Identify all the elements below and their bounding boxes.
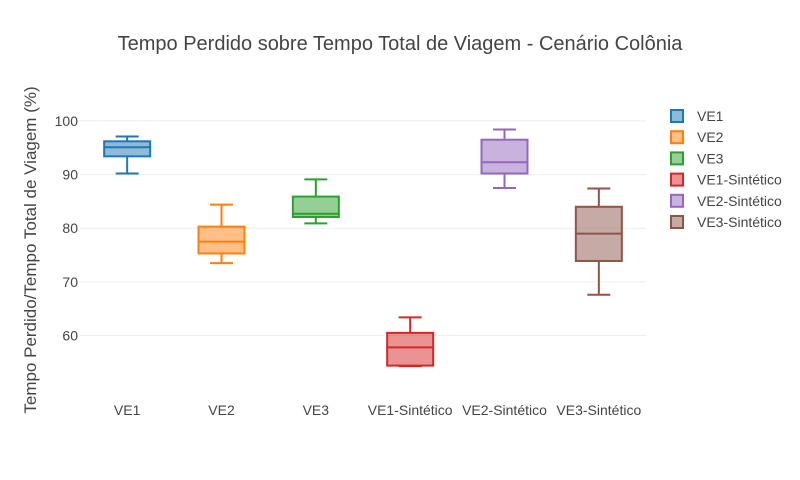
x-tick-label: VE2-Sintético (462, 402, 547, 418)
legend[interactable]: VE1 VE2 VE3 VE1-Sintético VE2-Sintético VE3-S… (670, 108, 782, 230)
interquartile-box (386, 331, 435, 367)
legend-label: VE3-Sintético (697, 214, 782, 230)
box-1[interactable] (103, 135, 152, 175)
interquartile-box (480, 138, 529, 175)
chart-title: Tempo Perdido sobre Tempo Total de Viage… (118, 33, 684, 55)
legend-item[interactable]: VE3 (670, 150, 724, 166)
legend-label: VE1-Sintético (697, 172, 782, 188)
legend-swatch (670, 130, 684, 145)
x-tick-label: VE1 (114, 402, 141, 418)
interquartile-box (197, 225, 246, 255)
interquartile-box (291, 195, 340, 218)
x-tick-label: VE3-Sintético (556, 402, 641, 418)
y-tick-label: 60 (62, 328, 78, 344)
x-tick-labels: VE1 VE2 VE3 VE1-Sintético VE2-Sintético VE3-S… (114, 402, 642, 418)
interquartile-box (103, 140, 152, 158)
y-tick-label: 80 (62, 220, 78, 236)
x-tick-label: VE2 (208, 402, 235, 418)
legend-label: VE1 (697, 108, 724, 124)
box-6[interactable] (574, 187, 623, 296)
legend-item[interactable]: VE3-Sintético (670, 214, 782, 230)
box-2[interactable] (197, 203, 246, 265)
y-axis-label: Tempo Perdido/Tempo Total de Viagem (%) (21, 86, 40, 413)
box-4[interactable] (386, 316, 435, 368)
legend-label: VE2 (697, 129, 724, 145)
box-5[interactable] (480, 128, 529, 189)
y-tick-label: 90 (62, 167, 78, 183)
legend-swatch (670, 193, 684, 208)
legend-item[interactable]: VE1-Sintético (670, 172, 782, 188)
legend-swatch (670, 172, 684, 187)
legend-item[interactable]: VE2-Sintético (670, 193, 782, 209)
x-tick-label: VE1-Sintético (368, 402, 453, 418)
box-3[interactable] (291, 178, 340, 225)
grid-lines (80, 120, 646, 337)
y-tick-label: 100 (55, 113, 79, 129)
box-series (103, 128, 623, 368)
legend-swatch (670, 109, 684, 123)
y-tick-labels: 60 70 80 90 100 (55, 113, 79, 344)
legend-item[interactable]: VE1 (670, 108, 724, 124)
legend-swatch (670, 151, 684, 166)
legend-swatch (670, 215, 684, 229)
legend-label: VE3 (697, 150, 724, 166)
legend-item[interactable]: VE2 (670, 129, 724, 145)
y-tick-label: 70 (62, 274, 78, 290)
x-tick-label: VE3 (303, 402, 330, 418)
legend-label: VE2-Sintético (697, 193, 782, 209)
